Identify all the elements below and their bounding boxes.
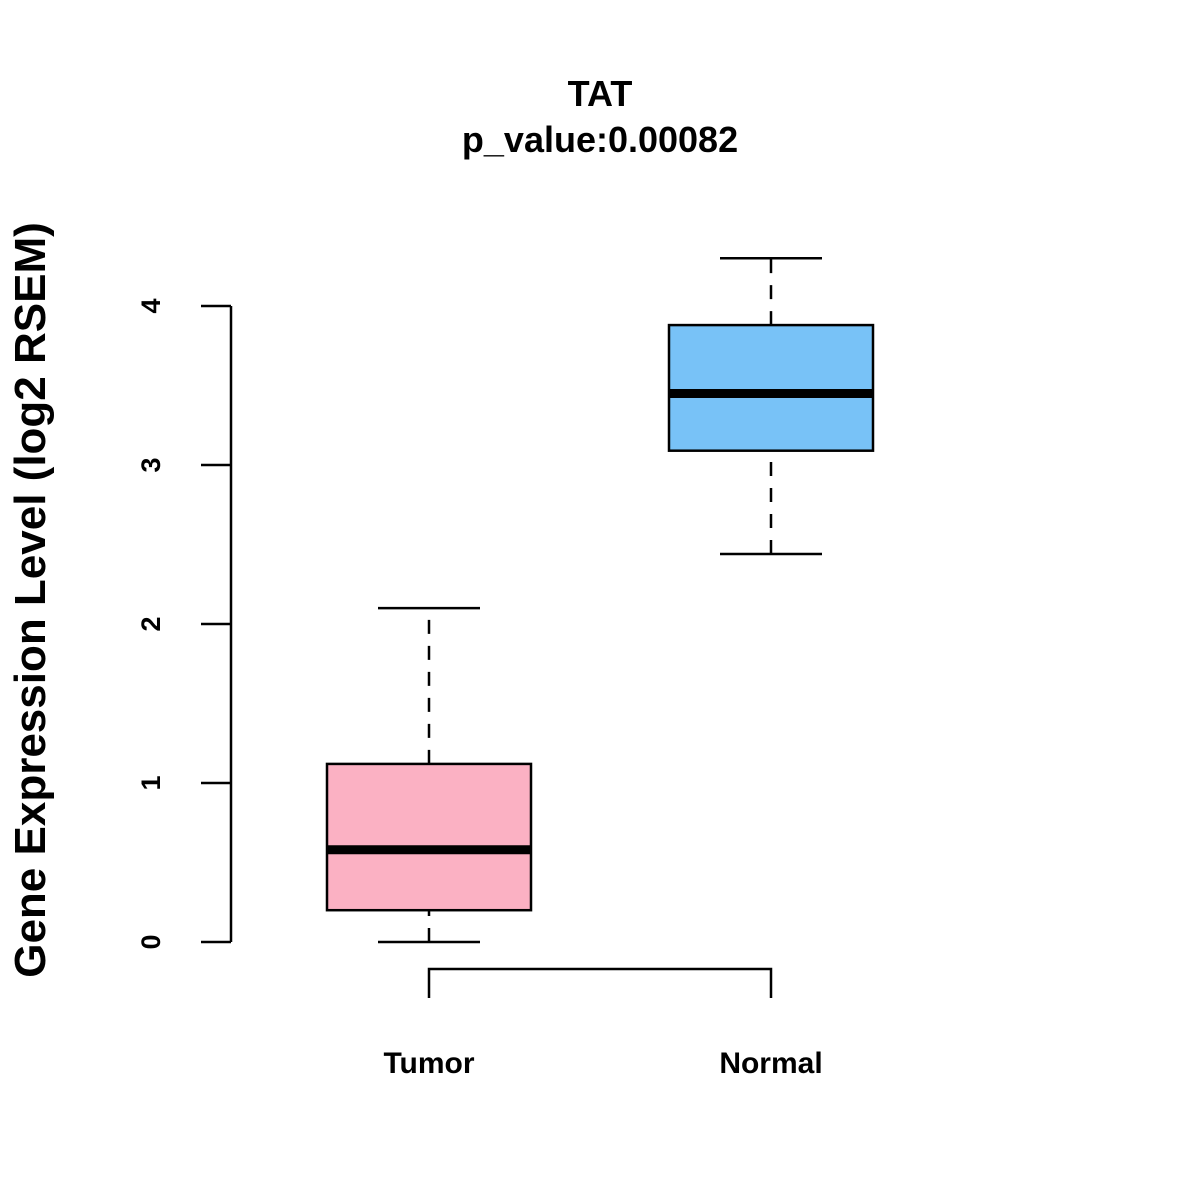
y-tick-label-0: 0 <box>136 934 166 949</box>
y-axis: 0 1 2 3 4 <box>136 298 233 950</box>
normal-box-group <box>667 257 875 556</box>
y-tick-label-1: 1 <box>136 775 166 790</box>
chart-subtitle: p_value:0.00082 <box>462 119 738 160</box>
y-tick-label-2: 2 <box>136 616 166 631</box>
tumor-box <box>325 762 533 912</box>
x-label-normal: Normal <box>719 1047 822 1080</box>
x-label-tumor: Tumor <box>383 1047 474 1080</box>
y-axis-label: Gene Expression Level (log2 RSEM) <box>6 222 55 978</box>
chart-title: TAT <box>568 73 633 114</box>
tumor-box-group <box>325 606 533 944</box>
normal-box <box>667 323 875 452</box>
x-axis-labels: Tumor Normal <box>383 1047 822 1080</box>
boxes <box>325 257 875 944</box>
comparison-bracket <box>427 967 773 998</box>
y-tick-label-3: 3 <box>136 457 166 472</box>
y-tick-label-4: 4 <box>136 298 166 313</box>
bracket-line <box>427 967 773 998</box>
